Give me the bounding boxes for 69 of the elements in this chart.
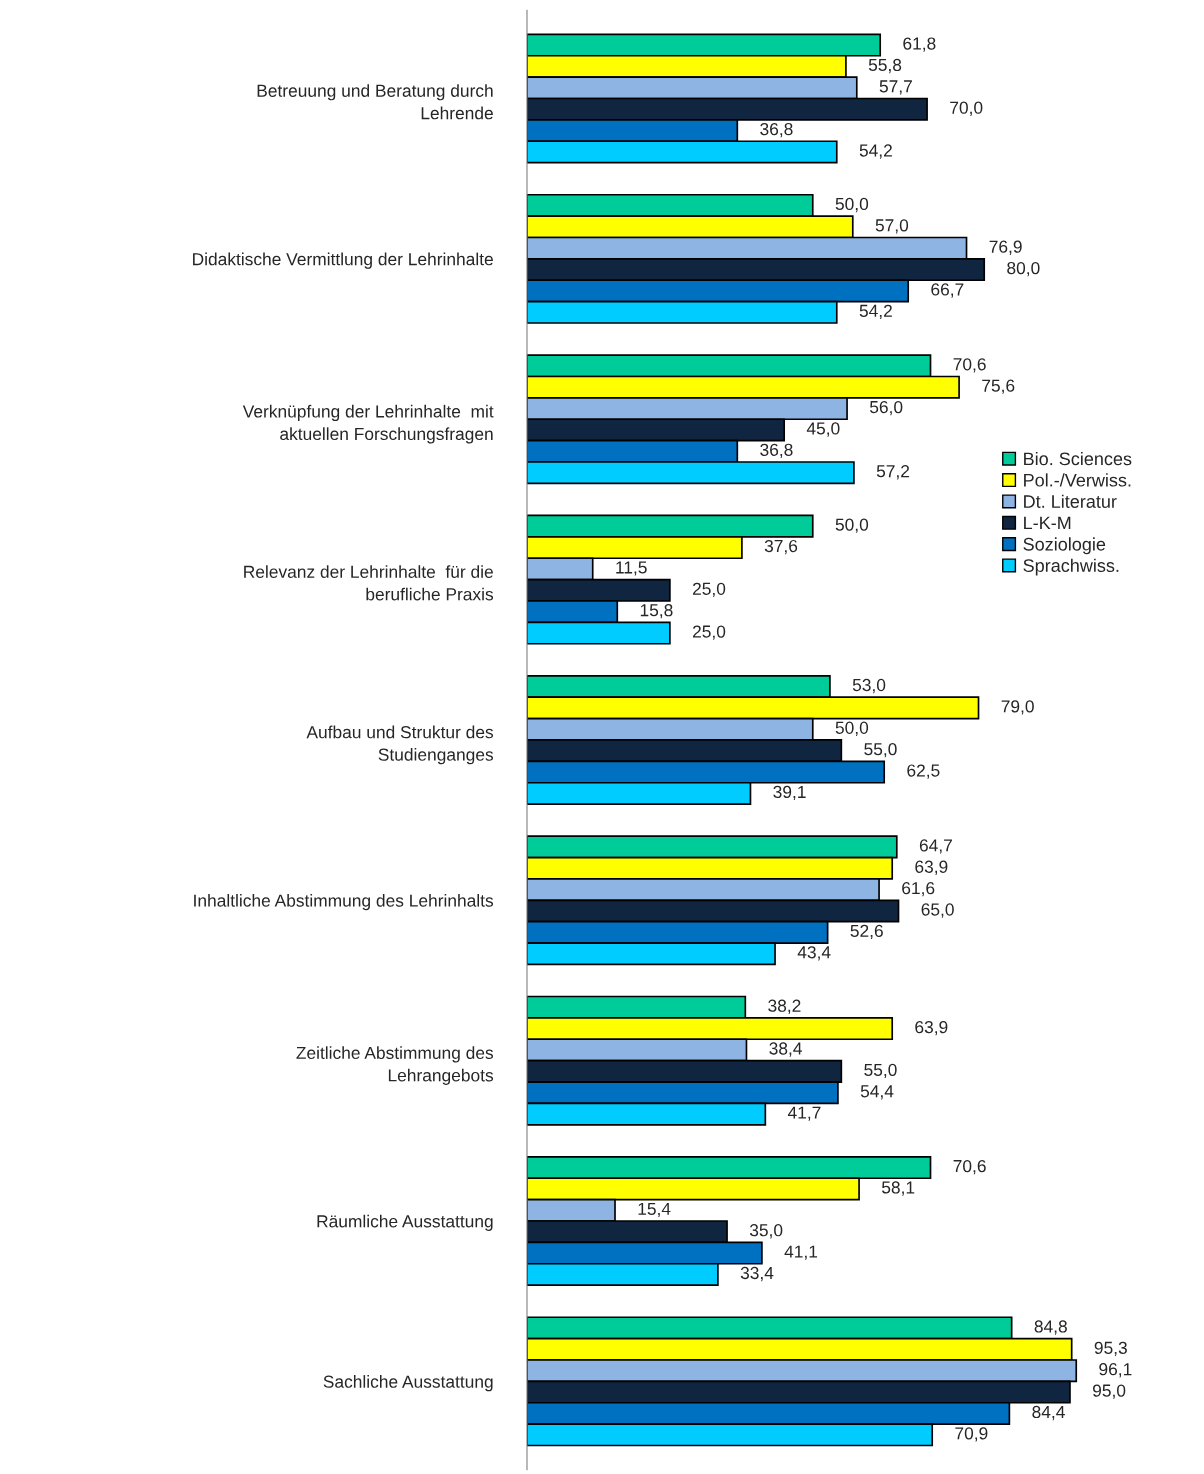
y-tick-label: Didaktische Vermittlung der Lehrinhalte	[193, 252, 493, 269]
data-label: 70,6	[953, 358, 986, 373]
data-label: 70,6	[953, 1159, 986, 1175]
data-label: 54,4	[860, 1085, 894, 1100]
y-tick-label: Betreuung und Beratung durch Lehrende	[257, 84, 493, 120]
y-tick-label: Inhaltliche Abstimmung des Lehrinhalts	[194, 894, 494, 911]
data-label: 54,2	[859, 144, 892, 159]
data-label: 54,2	[859, 304, 892, 320]
data-label: 84,4	[1032, 1405, 1065, 1421]
data-label: 37,6	[764, 539, 798, 555]
data-label: 50,0	[835, 518, 869, 533]
data-label: 75,6	[982, 379, 1015, 394]
data-label: 55,0	[864, 1063, 897, 1079]
data-label: 15,8	[640, 604, 673, 619]
data-label: 61,6	[902, 881, 935, 897]
data-label: 38,4	[769, 1042, 802, 1057]
y-tick-label: Aufbau und Struktur des Studienganges	[306, 725, 494, 765]
data-label: 36,8	[760, 122, 793, 138]
data-label: 57,2	[876, 465, 910, 480]
legend-label: Sprachwiss.	[1023, 558, 1119, 576]
legend-label: Soziologie	[1023, 537, 1106, 555]
legend-label: Bio. Sciences	[1024, 451, 1132, 466]
legend-label: Dt. Literatur	[1024, 494, 1117, 508]
data-label: 55,0	[864, 743, 897, 758]
data-label: 50,0	[835, 721, 869, 736]
data-label: 56,0	[869, 400, 903, 416]
legend-label: Pol.-/Verwiss.	[1024, 473, 1131, 487]
data-label: 65,0	[921, 903, 954, 918]
data-label: 62,5	[907, 764, 940, 779]
data-label: 38,2	[768, 999, 801, 1014]
data-label: 70,0	[950, 101, 983, 116]
y-tick-label: Sachliche Ausstattung	[323, 1375, 493, 1392]
data-label: 39,1	[773, 785, 806, 801]
data-label: 80,0	[1007, 261, 1040, 277]
data-label: 58,1	[881, 1181, 915, 1196]
data-label: 45,0	[806, 422, 840, 437]
data-label: 41,1	[784, 1245, 818, 1260]
data-label: 36,8	[760, 443, 793, 459]
data-label: 43,4	[797, 946, 831, 961]
data-label: 35,0	[749, 1224, 783, 1239]
data-label: 41,7	[787, 1106, 821, 1121]
data-label: 76,9	[989, 240, 1022, 255]
data-label: 25,0	[692, 625, 726, 640]
data-label: 57,0	[875, 219, 909, 234]
y-tick-label: Verknüpfung der Lehrinhalte mit aktuellen Forschungsfragen	[242, 404, 494, 444]
data-label: 50,0	[835, 197, 869, 213]
data-label: 33,4	[740, 1266, 774, 1282]
data-label: 70,9	[955, 1427, 988, 1442]
y-tick-label: Relevanz der Lehrinhalte für die berufliche Praxis	[244, 565, 494, 601]
data-label: 55,8	[868, 58, 902, 74]
data-label: 95,0	[1093, 1384, 1126, 1399]
y-tick-label: Räumliche Ausstattung	[317, 1214, 493, 1231]
data-label: 66,7	[931, 283, 964, 298]
data-label: 79,0	[1001, 700, 1034, 715]
data-label: 52,6	[850, 924, 883, 940]
data-label: 11,5	[616, 561, 647, 576]
y-tick-label: Zeitliche Abstimmung des Lehrangebots	[296, 1046, 494, 1085]
data-label: 57,7	[879, 80, 912, 95]
legend-label: L-K-M	[1024, 516, 1071, 530]
data-label: 84,8	[1034, 1320, 1067, 1335]
data-label: 61,8	[903, 37, 936, 52]
data-label: 53,0	[852, 678, 886, 694]
data-label: 25,0	[692, 582, 726, 597]
data-label: 63,9	[915, 860, 948, 875]
data-label: 63,9	[915, 1020, 948, 1036]
data-label: 15,4	[638, 1202, 671, 1218]
data-label: 96,1	[1099, 1363, 1132, 1378]
data-label: 64,7	[919, 839, 952, 854]
data-label: 95,3	[1094, 1341, 1127, 1357]
